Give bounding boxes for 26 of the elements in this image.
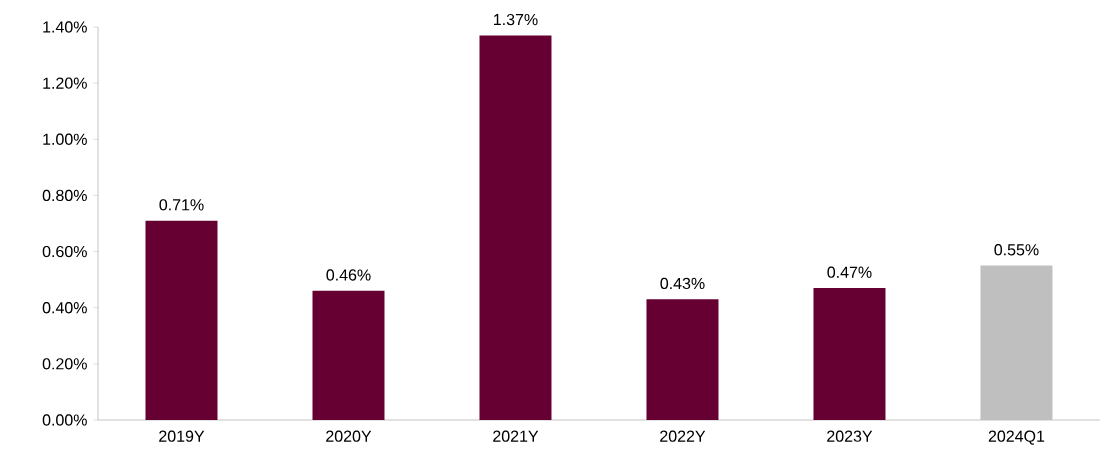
data-label: 0.46% — [326, 269, 371, 281]
y-tick-label: 0.40% — [42, 302, 87, 314]
x-tick-label: 2019Y — [159, 430, 205, 442]
bar — [980, 265, 1053, 420]
bar — [312, 290, 385, 420]
y-tick-label: 1.40% — [43, 21, 87, 33]
data-label: 0.47% — [827, 266, 872, 278]
y-tick-label: 0.60% — [42, 245, 87, 258]
x-tick-label: 2020Y — [326, 430, 372, 442]
data-label: 1.37% — [494, 13, 538, 26]
y-tick-label: 1.20% — [43, 77, 87, 89]
y-tick-label: 0.20% — [42, 358, 87, 370]
y-tick-label: 1.00% — [43, 133, 87, 145]
y-tick-label: 0.00% — [42, 414, 87, 426]
x-tick-label: 2024Q1 — [988, 430, 1045, 445]
bar — [145, 220, 218, 420]
bar — [479, 35, 552, 420]
data-label: 0.43% — [660, 277, 705, 290]
bar — [813, 288, 886, 420]
data-label: 0.71% — [159, 199, 204, 211]
x-tick-label: 2022Y — [660, 430, 706, 442]
y-tick-label: 0.80% — [42, 189, 87, 202]
x-tick-label: 2021Y — [493, 430, 539, 442]
x-tick-label: 2023Y — [827, 430, 873, 442]
data-label: 0.55% — [994, 244, 1039, 256]
bar — [646, 299, 719, 420]
